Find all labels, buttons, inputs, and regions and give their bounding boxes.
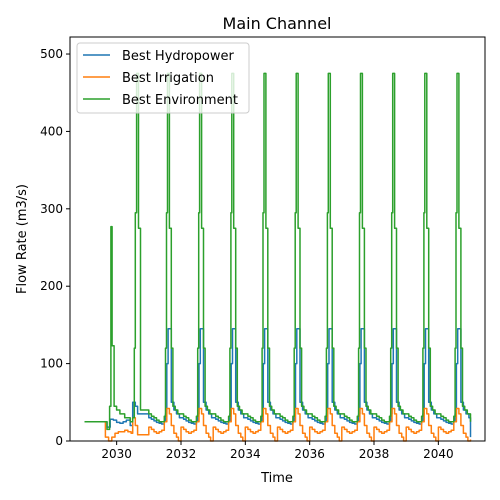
y-axis-label: Flow Rate (m3/s) xyxy=(15,184,30,294)
chart-title: Main Channel xyxy=(223,14,332,33)
y-tick-label: 300 xyxy=(40,202,63,216)
legend-label-irrigation: Best Irrigation xyxy=(122,71,214,86)
legend: Best Hydropower Best Irrigation Best Env… xyxy=(76,42,250,114)
x-tick-label: 2030 xyxy=(101,447,132,461)
x-axis: 2030 2032 2034 2036 2038 2040 xyxy=(101,441,454,461)
series-line-best-irrigation xyxy=(84,407,472,442)
x-tick-label: 2034 xyxy=(230,447,261,461)
x-tick-label: 2040 xyxy=(423,447,454,461)
y-tick-label: 200 xyxy=(40,279,63,293)
y-tick-label: 100 xyxy=(40,357,63,371)
x-tick-label: 2036 xyxy=(294,447,325,461)
legend-box xyxy=(76,42,250,114)
legend-label-hydropower: Best Hydropower xyxy=(122,49,234,64)
y-tick-label: 400 xyxy=(40,124,63,138)
series-line-best-environment xyxy=(84,72,472,431)
legend-label-environment: Best Environment xyxy=(122,93,238,108)
x-axis-label: Time xyxy=(260,471,293,486)
plot-frame xyxy=(69,36,486,442)
x-tick-label: 2038 xyxy=(359,447,390,461)
y-tick-label: 500 xyxy=(40,47,63,61)
series-layer xyxy=(84,72,472,442)
x-tick-label: 2032 xyxy=(166,447,197,461)
y-tick-label: 0 xyxy=(55,434,63,448)
y-axis: 0 100 200 300 400 500 xyxy=(40,47,70,448)
